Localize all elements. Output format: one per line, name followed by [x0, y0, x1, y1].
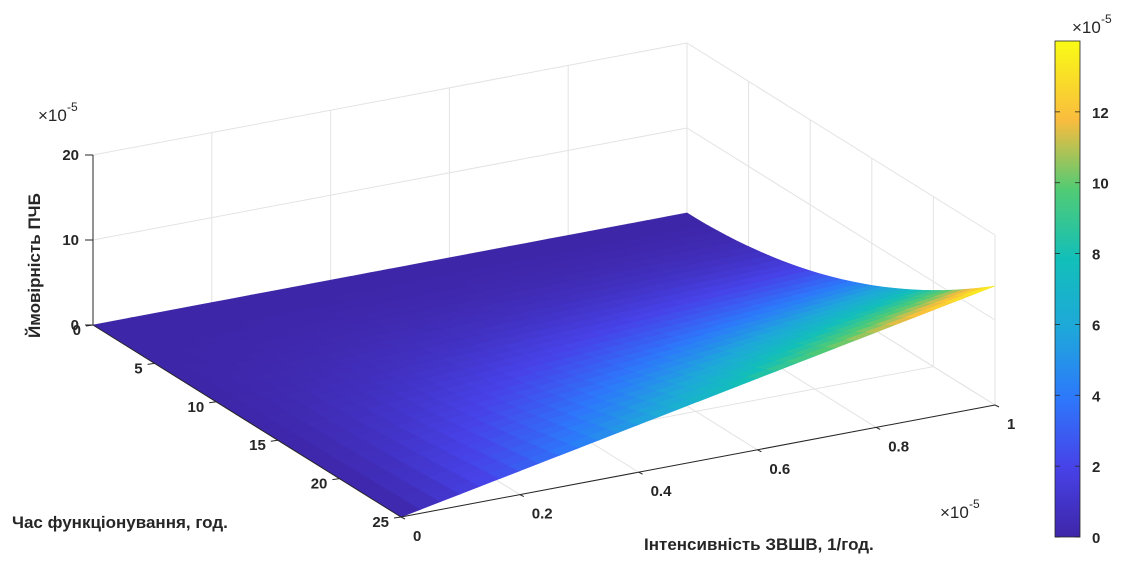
x-tick-mark — [638, 471, 643, 475]
x-tick-label: 0.2 — [532, 506, 553, 523]
colorbar — [1054, 40, 1081, 538]
y-tick-mark — [209, 401, 217, 404]
x-tick-mark — [875, 426, 881, 430]
z-exponent-power: -5 — [67, 100, 78, 114]
x-tick-mark — [400, 516, 406, 520]
colorbar-exponent-power: -5 — [1101, 12, 1112, 26]
z-tick-label: 20 — [62, 147, 79, 164]
colorbar-tick-label: 2 — [1092, 459, 1100, 476]
y-tick-mark — [332, 478, 340, 481]
y-tick-mark — [393, 516, 402, 519]
y-tick-label: 25 — [372, 514, 389, 531]
x-tick-label: 0.8 — [888, 438, 909, 455]
colorbar-ticks: 0 2 4 6 8 10 12 — [1055, 105, 1109, 547]
colorbar-exponent-label: ×10 — [1072, 18, 1101, 37]
z-tick-label: 10 — [62, 232, 79, 249]
x-exponent-power: -5 — [969, 497, 980, 511]
x-tick-mark — [994, 404, 1000, 408]
colorbar-tick-label: 10 — [1092, 176, 1109, 193]
x-axis-line — [400, 404, 996, 518]
x-tick-mark — [757, 449, 762, 453]
y-tick-label: 10 — [188, 399, 205, 416]
colorbar-tick-label: 8 — [1092, 247, 1100, 264]
colorbar-tick-label: 12 — [1092, 105, 1109, 122]
y-tick-mark — [270, 439, 278, 442]
y-axis-label: Час функціонування, год. — [12, 513, 228, 532]
surface-patch — [964, 285, 996, 296]
y-tick-label: 5 — [134, 360, 142, 377]
y-tick-label: 20 — [311, 476, 328, 493]
colorbar-tick-label: 6 — [1092, 317, 1100, 334]
x-tick-mark — [519, 494, 525, 498]
x-axis-label: Інтенсивність ЗВШВ, 1/год. — [644, 535, 874, 554]
x-tick-label: 0.6 — [769, 461, 790, 478]
x-tick-label: 0 — [413, 528, 421, 545]
colorbar-tick-label: 4 — [1092, 388, 1101, 405]
surface — [92, 212, 996, 518]
x-tick-label: 0.4 — [651, 483, 673, 500]
y-tick-mark — [147, 362, 155, 365]
colorbar-tick-label: 0 — [1092, 530, 1100, 547]
y-tick-label: 15 — [249, 437, 266, 454]
grid-line-z — [92, 42, 996, 236]
x-tick-label: 1 — [1007, 416, 1015, 433]
z-axis-label: Ймовірність ПЧБ — [25, 193, 44, 338]
grid-line-z — [92, 127, 996, 321]
z-exponent-label: ×10 — [38, 106, 67, 125]
y-tick-label: 0 — [73, 322, 81, 339]
y-axis-line — [92, 324, 402, 518]
z-tick-label: 0 — [71, 317, 79, 334]
x-exponent-label: ×10 — [940, 503, 969, 522]
